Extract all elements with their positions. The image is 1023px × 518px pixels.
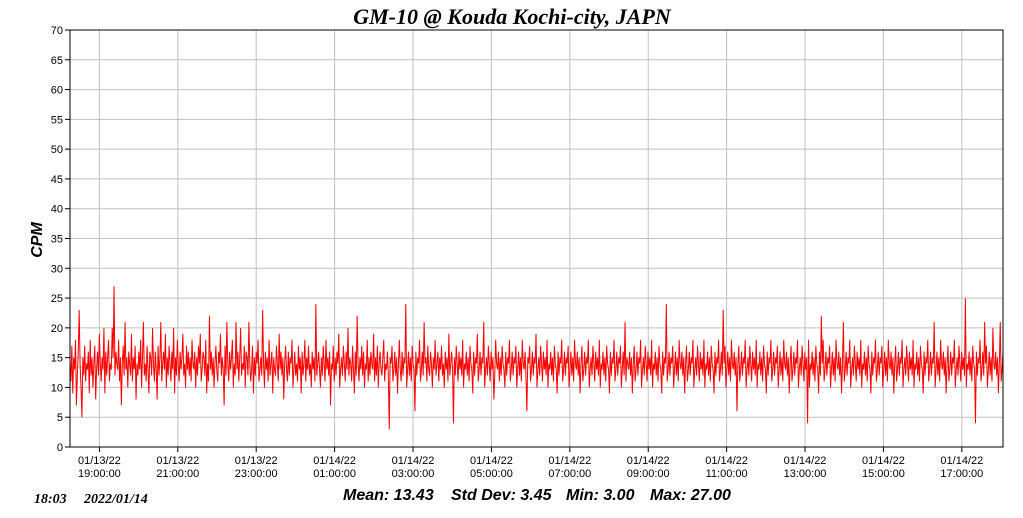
grid <box>70 30 1003 447</box>
x-tick-time: 07:00:00 <box>548 468 591 480</box>
chart-title: GM-10 @ Kouda Kochi-city, JAPN <box>353 4 672 29</box>
x-axis-ticks: 01/13/2219:00:0001/13/2221:00:0001/13/22… <box>78 447 983 480</box>
y-tick-label: 5 <box>57 412 63 424</box>
plot-frame <box>69 29 1004 448</box>
x-tick-time: 09:00:00 <box>627 468 670 480</box>
y-tick-label: 50 <box>51 144 63 156</box>
x-tick-date: 01/14/22 <box>627 455 670 467</box>
y-tick-label: 45 <box>51 174 63 186</box>
series-line-cpm <box>69 286 1004 430</box>
y-tick-label: 65 <box>51 55 63 67</box>
x-tick-date: 01/13/22 <box>78 455 121 467</box>
y-axis-label: CPM <box>29 222 46 258</box>
x-tick-date: 01/14/22 <box>705 455 748 467</box>
x-tick-date: 01/14/22 <box>392 455 435 467</box>
stat-max: Max: 27.00 <box>650 487 731 504</box>
y-tick-label: 60 <box>51 85 63 97</box>
x-tick-time: 23:00:00 <box>235 468 278 480</box>
y-tick-label: 70 <box>51 25 63 37</box>
x-tick-date: 01/13/22 <box>235 455 278 467</box>
x-tick-time: 13:00:00 <box>784 468 827 480</box>
x-tick-date: 01/14/22 <box>862 455 905 467</box>
x-tick-time: 17:00:00 <box>940 468 983 480</box>
y-tick-label: 25 <box>51 293 63 305</box>
y-tick-label: 55 <box>51 114 63 126</box>
x-tick-time: 01:00:00 <box>313 468 356 480</box>
stat-mean: Mean: 13.43 <box>343 487 434 504</box>
stat-min: Min: 3.00 <box>566 487 635 504</box>
x-tick-date: 01/14/22 <box>313 455 356 467</box>
stat-std-dev: Std Dev: 3.45 <box>451 487 553 504</box>
x-tick-date: 01/13/22 <box>156 455 199 467</box>
x-tick-time: 21:00:00 <box>156 468 199 480</box>
x-tick-time: 11:00:00 <box>706 468 748 480</box>
x-tick-time: 19:00:00 <box>78 468 121 480</box>
timestamp-time: 18:03 <box>34 492 67 507</box>
y-tick-label: 40 <box>51 204 63 216</box>
x-tick-date: 01/14/22 <box>940 455 983 467</box>
y-axis-ticks: 0 5 10 15 20 25 30 35 40 45 50 55 60 65 70 <box>51 25 70 454</box>
timestamp-date: 2022/01/14 <box>83 492 148 507</box>
x-tick-date: 01/14/22 <box>470 455 513 467</box>
y-tick-label: 35 <box>51 234 63 246</box>
y-tick-label: 15 <box>51 353 63 365</box>
x-tick-time: 05:00:00 <box>470 468 513 480</box>
x-tick-date: 01/14/22 <box>548 455 591 467</box>
y-tick-label: 30 <box>51 263 63 275</box>
x-tick-date: 01/14/22 <box>784 455 827 467</box>
x-tick-time: 15:00:00 <box>862 468 905 480</box>
y-tick-label: 20 <box>51 323 63 335</box>
y-tick-label: 10 <box>51 382 63 394</box>
y-tick-label: 0 <box>57 442 63 454</box>
x-tick-time: 03:00:00 <box>392 468 435 480</box>
